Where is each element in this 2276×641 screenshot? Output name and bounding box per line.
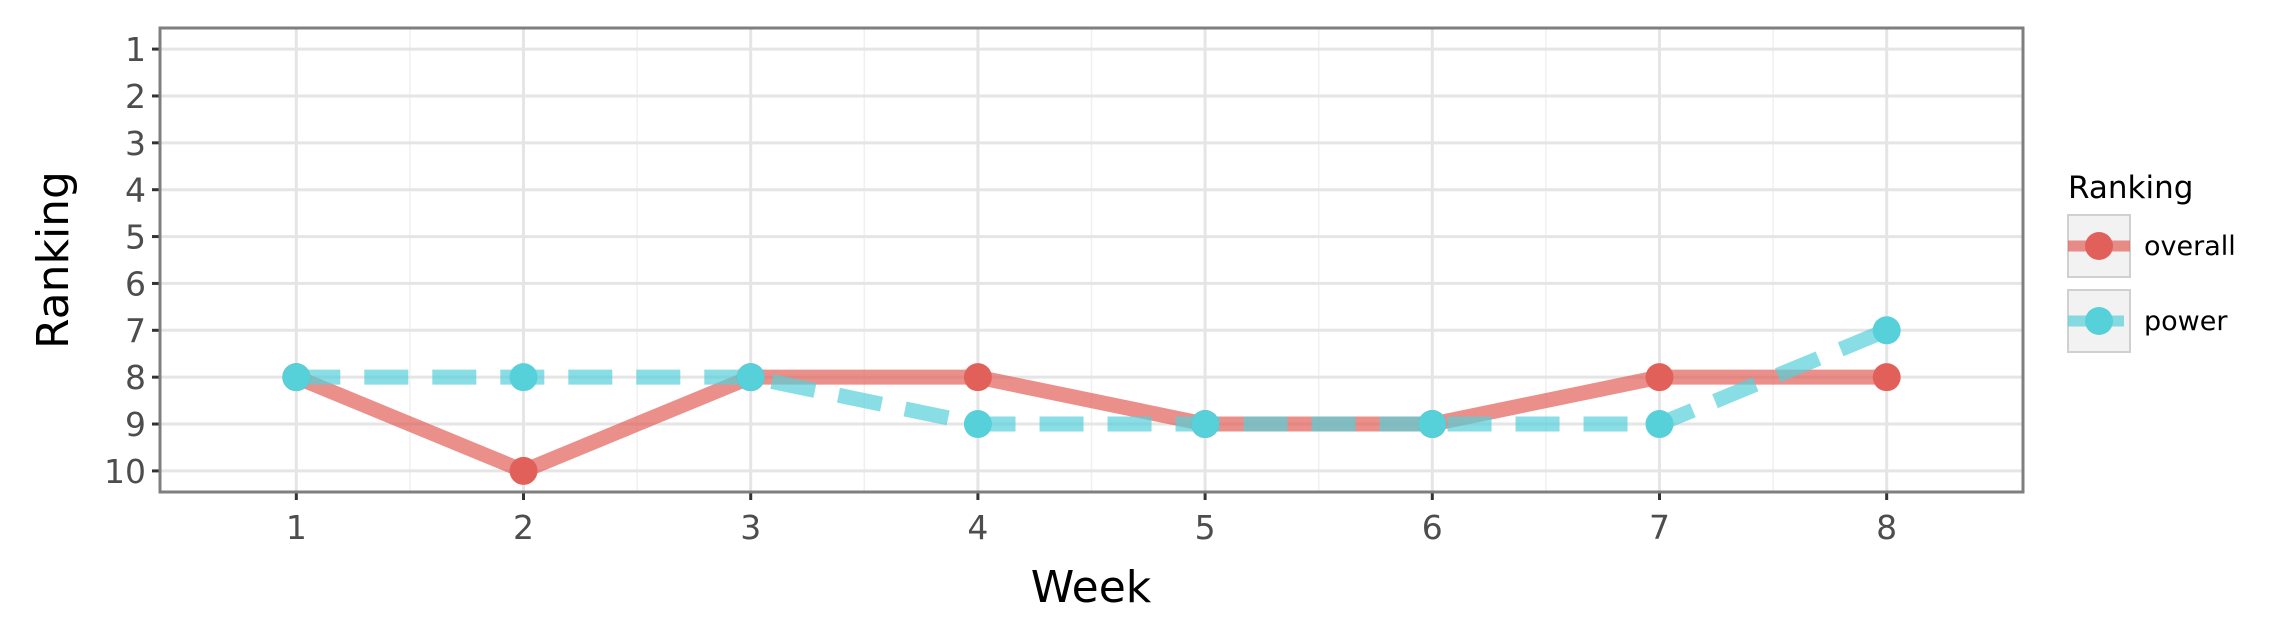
legend-item-overall: overall <box>2067 214 2236 278</box>
data-point-power <box>963 410 992 439</box>
x-tick-label: 2 <box>513 508 534 547</box>
legend-title: Ranking <box>2068 170 2193 206</box>
legend-label-overall: overall <box>2144 231 2236 262</box>
data-point-power <box>509 363 538 392</box>
series-group <box>282 316 1901 485</box>
series-line-power <box>296 323 1890 432</box>
data-point-power <box>1872 316 1901 345</box>
y-tick-label: 7 <box>125 311 146 350</box>
x-tick-label: 3 <box>740 508 761 547</box>
y-axis: 1 2 3 4 5 6 7 8 9 10 <box>104 30 160 491</box>
x-tick-label: 6 <box>1422 508 1443 547</box>
x-axis-title: Week <box>1031 562 1152 613</box>
y-axis-title: Ranking <box>28 171 79 349</box>
y-tick-label: 4 <box>125 171 146 210</box>
x-axis: 1 2 3 4 5 6 7 8 <box>286 492 1897 547</box>
data-point-overall <box>1872 363 1901 392</box>
grid-lines <box>160 28 2023 492</box>
y-tick-label: 3 <box>125 124 146 163</box>
legend-label-power: power <box>2144 306 2228 337</box>
data-point-overall <box>1645 363 1674 392</box>
x-tick-label: 4 <box>967 508 988 547</box>
data-point-overall <box>963 363 992 392</box>
data-point-power <box>282 363 311 392</box>
legend-item-power: power <box>2067 289 2228 353</box>
series-line-overall <box>293 369 1887 479</box>
data-point-power <box>1645 410 1674 439</box>
y-tick-label: 10 <box>104 452 146 491</box>
y-tick-label: 1 <box>125 30 146 69</box>
y-tick-label: 5 <box>125 218 146 257</box>
y-tick-label: 8 <box>125 358 146 397</box>
data-point-power <box>1191 410 1220 439</box>
plot-border <box>158 26 2025 494</box>
x-tick-label: 8 <box>1876 508 1897 547</box>
legend-point-power <box>2085 307 2113 335</box>
x-tick-label: 1 <box>286 508 307 547</box>
y-tick-label: 6 <box>125 264 146 303</box>
x-tick-label: 5 <box>1195 508 1216 547</box>
data-point-overall <box>509 456 538 485</box>
legend-point-overall <box>2085 232 2113 260</box>
y-tick-label: 9 <box>125 405 146 444</box>
legend: Ranking overall power <box>2067 170 2236 353</box>
x-tick-label: 7 <box>1649 508 1670 547</box>
data-point-power <box>1418 410 1447 439</box>
data-point-power <box>736 363 765 392</box>
y-tick-label: 2 <box>125 77 146 116</box>
